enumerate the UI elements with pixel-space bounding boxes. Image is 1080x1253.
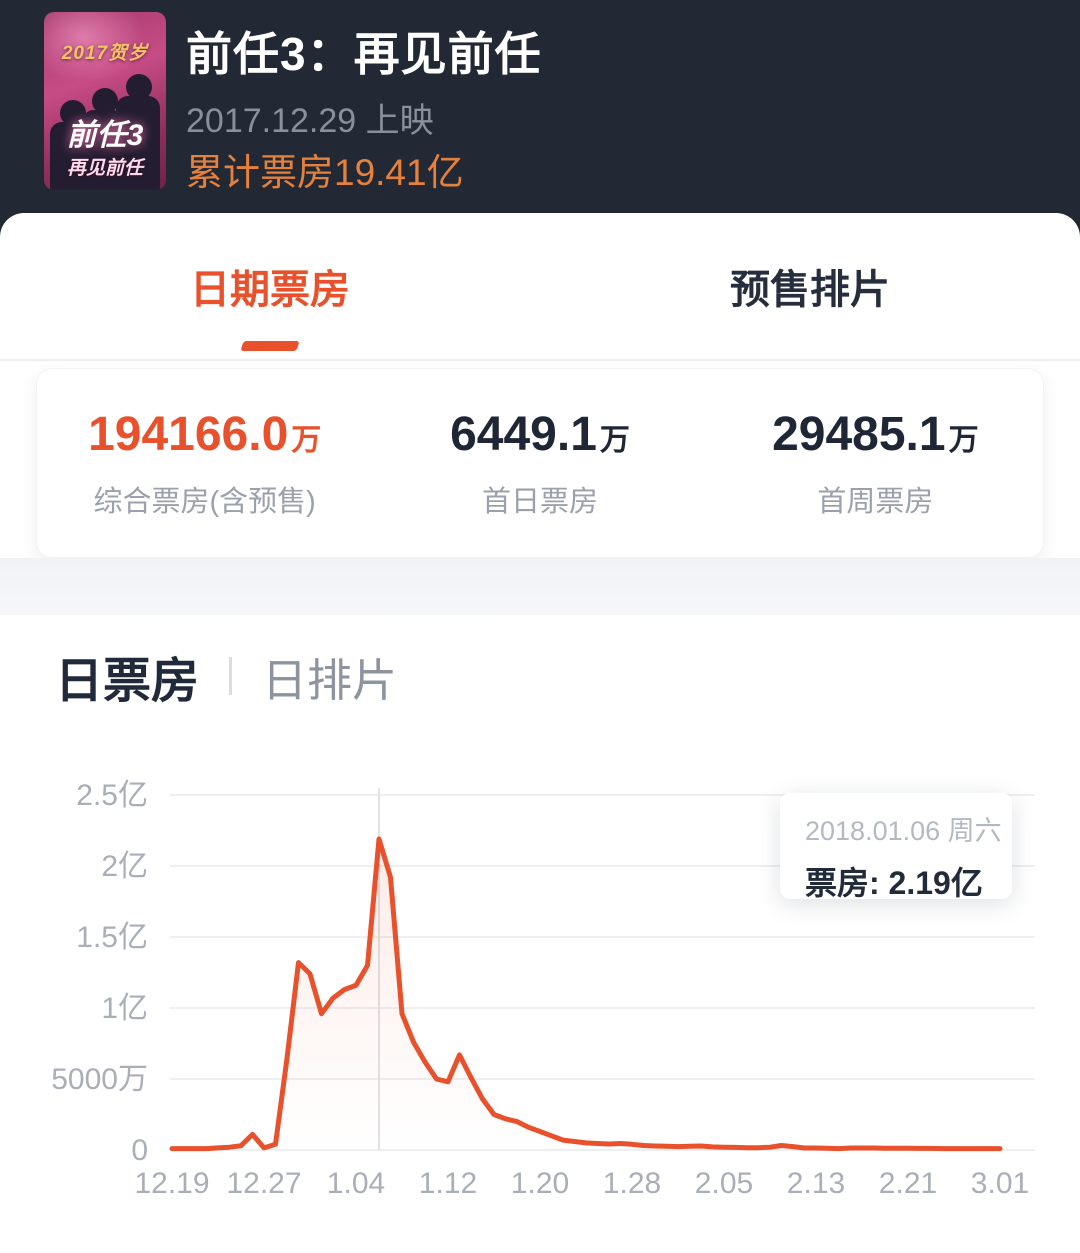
svg-text:1.28: 1.28	[603, 1167, 661, 1200]
poster-figure	[60, 100, 86, 126]
svg-text:1.20: 1.20	[511, 1167, 569, 1200]
poster-figure	[92, 88, 118, 114]
stat-first-day-boxoffice: 6449.1 万 首日票房	[372, 407, 707, 520]
daily-boxoffice-chart[interactable]: 0 5000万 1亿 1.5亿 2亿 2.5亿 12.19 12.27 1.04 1.12 1.20…	[0, 758, 1080, 1218]
poster-figure	[126, 74, 152, 100]
movie-header: 2017贺岁 前任3 再见前任 前任3：再见前任 2017.12.29 上映 累…	[0, 0, 1080, 240]
svg-text:2亿: 2亿	[101, 850, 148, 883]
tab-presale-showings[interactable]: 预售排片	[540, 213, 1080, 359]
svg-text:2.5亿: 2.5亿	[76, 779, 148, 812]
svg-text:1.12: 1.12	[419, 1167, 477, 1200]
chart-tooltip: 2018.01.06 周六 票房: 2.19亿	[780, 793, 1012, 901]
stat-label: 首周票房	[817, 485, 934, 518]
section-divider-band	[0, 558, 1080, 615]
svg-text:2.21: 2.21	[879, 1167, 937, 1200]
vertical-divider	[229, 657, 233, 695]
release-date: 2017.12.29 上映	[186, 102, 434, 140]
chart-section-header: 日票房 日排片	[55, 641, 397, 711]
stat-value: 194166.0 万	[88, 407, 322, 461]
poster-title: 前任3	[66, 119, 144, 152]
svg-text:2.13: 2.13	[787, 1167, 845, 1200]
stat-unit: 万	[291, 423, 322, 457]
tooltip-date: 2018.01.06 周六	[805, 816, 1002, 846]
tooltip-value: 票房: 2.19亿	[805, 865, 983, 901]
poster-subtitle: 再见前任	[66, 158, 143, 179]
stat-first-week-boxoffice: 29485.1 万 首周票房	[708, 407, 1043, 520]
stat-value: 29485.1 万	[772, 407, 979, 461]
toggle-daily-boxoffice[interactable]: 日票房	[55, 655, 200, 708]
stat-label: 首日票房	[481, 485, 598, 518]
stat-label: 综合票房(含预售)	[93, 485, 316, 518]
svg-text:3.01: 3.01	[971, 1167, 1029, 1200]
stat-unit: 万	[599, 423, 630, 457]
stat-unit: 万	[948, 423, 979, 457]
active-tab-underline	[240, 341, 300, 351]
svg-text:2.05: 2.05	[695, 1167, 753, 1200]
stat-total-boxoffice: 194166.0 万 综合票房(含预售)	[37, 407, 372, 520]
svg-text:0: 0	[131, 1134, 148, 1167]
tab-bar: 日期票房 预售排片	[0, 213, 1080, 361]
boxoffice-stats-card: 194166.0 万 综合票房(含预售) 6449.1 万 首日票房 29485.1…	[36, 368, 1044, 558]
tab-label: 预售排片	[730, 268, 890, 312]
svg-text:1.04: 1.04	[327, 1167, 385, 1200]
tab-label: 日期票房	[190, 268, 350, 312]
poster-badge: 2017贺岁	[61, 43, 149, 64]
stat-value: 6449.1 万	[450, 407, 630, 461]
movie-poster: 2017贺岁 前任3 再见前任	[44, 12, 166, 190]
toggle-daily-showings[interactable]: 日排片	[262, 654, 398, 706]
cumulative-boxoffice: 累计票房19.41亿	[186, 152, 464, 193]
movie-title: 前任3：再见前任	[186, 28, 542, 80]
svg-text:5000万: 5000万	[51, 1063, 148, 1096]
svg-text:12.19: 12.19	[134, 1167, 209, 1200]
svg-text:12.27: 12.27	[226, 1167, 301, 1200]
tab-date-boxoffice[interactable]: 日期票房	[0, 213, 540, 359]
content-sheet: 日期票房 预售排片 194166.0 万 综合票房(含预售) 6449.1 万 首日…	[0, 213, 1080, 1253]
svg-text:1.5亿: 1.5亿	[76, 921, 148, 954]
svg-text:1亿: 1亿	[101, 992, 148, 1025]
